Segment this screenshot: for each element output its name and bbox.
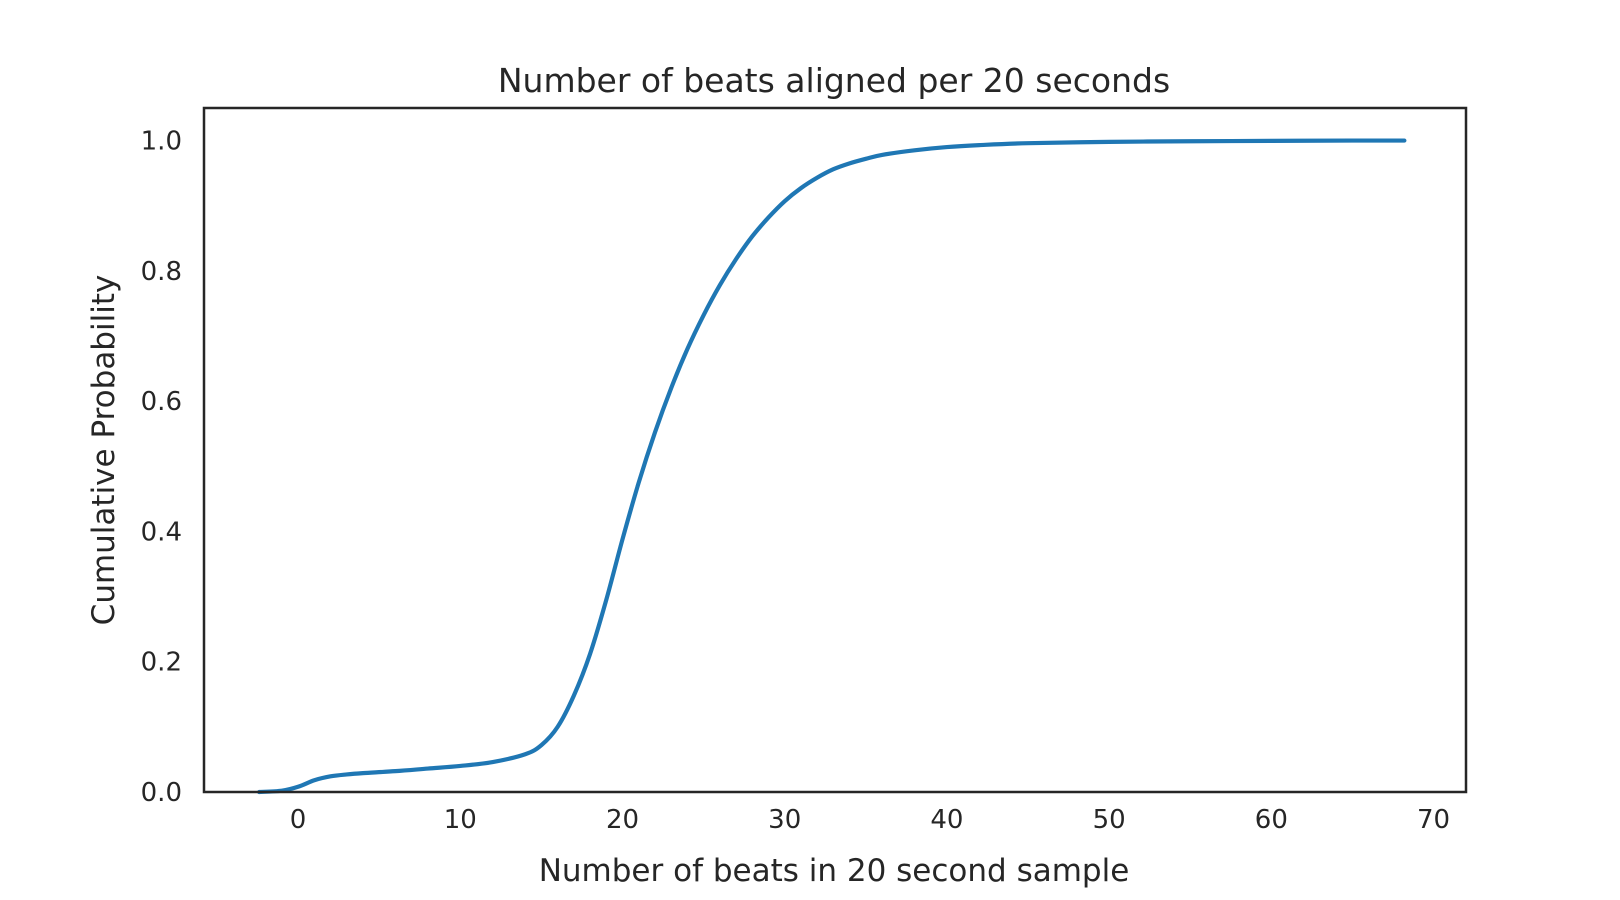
x-tick-label-0: 0: [290, 805, 307, 835]
plot-frame: [202, 106, 1468, 794]
y-axis-label: Cumulative Probability: [86, 275, 122, 626]
x-axis-ticks: 0 10 20 30 40 50 60 70: [290, 805, 1450, 835]
y-tick-label-0-2: 0.2: [141, 648, 182, 678]
x-tick-label-30: 30: [768, 805, 801, 835]
x-tick-label-40: 40: [930, 805, 963, 835]
y-tick-label-0-6: 0.6: [141, 387, 182, 417]
cdf-series-line-0: [257, 138, 1407, 795]
y-axis-ticks: 0.0 0.2 0.4 0.6 0.8 1.0: [141, 127, 182, 808]
chart-title: Number of beats aligned per 20 seconds: [498, 61, 1170, 100]
y-tick-label-0-8: 0.8: [141, 257, 182, 287]
x-tick-label-70: 70: [1417, 805, 1450, 835]
x-tick-label-10: 10: [444, 805, 477, 835]
x-tick-label-60: 60: [1255, 805, 1288, 835]
y-tick-label-1-0: 1.0: [141, 127, 182, 157]
x-tick-label-20: 20: [606, 805, 639, 835]
plot-area: [257, 138, 1407, 795]
x-axis-label: Number of beats in 20 second sample: [539, 853, 1130, 889]
y-tick-label-0-4: 0.4: [141, 517, 182, 547]
y-tick-label-0-0: 0.0: [141, 778, 182, 808]
x-tick-label-50: 50: [1093, 805, 1126, 835]
